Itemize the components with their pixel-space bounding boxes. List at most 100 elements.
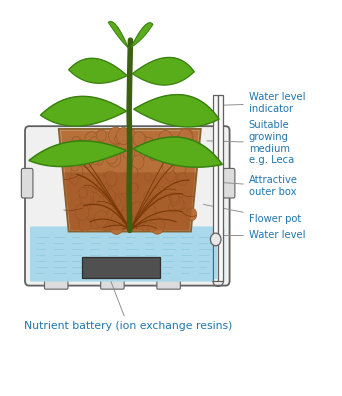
- Circle shape: [79, 187, 93, 204]
- Circle shape: [140, 208, 148, 217]
- Circle shape: [156, 150, 163, 159]
- Circle shape: [115, 134, 122, 143]
- Circle shape: [187, 150, 195, 159]
- Circle shape: [101, 217, 112, 231]
- Bar: [218, 95, 223, 281]
- Circle shape: [141, 136, 148, 145]
- Circle shape: [144, 192, 151, 200]
- Text: Water level
indicator: Water level indicator: [223, 93, 305, 114]
- Polygon shape: [131, 23, 153, 47]
- Circle shape: [103, 189, 116, 204]
- Circle shape: [105, 171, 117, 186]
- Circle shape: [173, 147, 185, 161]
- Circle shape: [210, 233, 221, 246]
- Bar: [214, 240, 218, 279]
- Circle shape: [127, 129, 135, 139]
- Circle shape: [165, 169, 176, 181]
- Circle shape: [73, 139, 84, 152]
- Circle shape: [106, 209, 120, 225]
- Circle shape: [71, 164, 83, 179]
- Polygon shape: [41, 96, 127, 126]
- Polygon shape: [134, 95, 219, 127]
- Circle shape: [163, 143, 176, 159]
- Circle shape: [105, 150, 117, 164]
- Circle shape: [173, 160, 186, 175]
- Circle shape: [154, 186, 166, 200]
- Circle shape: [80, 200, 90, 212]
- Bar: [213, 95, 218, 281]
- Circle shape: [169, 159, 180, 172]
- FancyBboxPatch shape: [30, 227, 224, 282]
- Circle shape: [91, 154, 100, 164]
- FancyBboxPatch shape: [101, 278, 124, 289]
- Circle shape: [150, 217, 165, 234]
- Circle shape: [145, 173, 152, 181]
- FancyBboxPatch shape: [44, 278, 68, 289]
- Circle shape: [79, 218, 91, 232]
- Circle shape: [91, 218, 100, 229]
- Circle shape: [132, 183, 139, 191]
- Circle shape: [112, 194, 126, 210]
- Circle shape: [89, 137, 100, 150]
- Circle shape: [165, 137, 174, 148]
- FancyBboxPatch shape: [25, 126, 229, 286]
- Circle shape: [118, 193, 130, 207]
- FancyBboxPatch shape: [157, 278, 180, 289]
- Circle shape: [95, 155, 103, 165]
- Circle shape: [96, 129, 106, 141]
- Polygon shape: [63, 172, 197, 230]
- Circle shape: [123, 148, 131, 158]
- Circle shape: [109, 218, 123, 234]
- Circle shape: [146, 192, 157, 204]
- Circle shape: [72, 136, 80, 147]
- Circle shape: [152, 188, 161, 199]
- Circle shape: [131, 168, 137, 176]
- Circle shape: [132, 155, 144, 169]
- Circle shape: [162, 159, 174, 173]
- Circle shape: [111, 212, 123, 225]
- Polygon shape: [108, 21, 129, 48]
- Circle shape: [129, 183, 138, 193]
- Circle shape: [111, 130, 123, 145]
- Circle shape: [131, 202, 145, 219]
- Circle shape: [176, 162, 185, 173]
- Circle shape: [71, 162, 79, 171]
- Circle shape: [149, 150, 157, 160]
- Circle shape: [180, 128, 193, 144]
- Circle shape: [127, 167, 138, 179]
- Circle shape: [103, 211, 115, 226]
- Circle shape: [171, 193, 179, 202]
- Circle shape: [109, 194, 120, 208]
- Circle shape: [79, 188, 88, 198]
- Polygon shape: [133, 137, 222, 167]
- Circle shape: [135, 211, 146, 225]
- FancyBboxPatch shape: [21, 168, 33, 198]
- Circle shape: [177, 200, 185, 209]
- Circle shape: [177, 173, 187, 185]
- Polygon shape: [61, 131, 198, 230]
- Circle shape: [179, 129, 192, 146]
- Circle shape: [95, 215, 104, 226]
- Circle shape: [167, 142, 174, 150]
- Circle shape: [84, 194, 93, 206]
- Circle shape: [172, 196, 184, 210]
- Circle shape: [103, 171, 117, 188]
- FancyBboxPatch shape: [223, 168, 235, 198]
- Circle shape: [148, 223, 156, 232]
- Circle shape: [144, 204, 156, 218]
- Circle shape: [163, 138, 173, 149]
- Circle shape: [75, 204, 89, 221]
- Circle shape: [66, 143, 79, 158]
- Circle shape: [168, 203, 176, 212]
- Circle shape: [186, 208, 197, 221]
- Circle shape: [142, 137, 155, 153]
- Circle shape: [109, 127, 123, 144]
- Circle shape: [172, 150, 184, 165]
- Circle shape: [170, 194, 180, 206]
- Text: Attractive
outer box: Attractive outer box: [220, 175, 298, 197]
- Circle shape: [86, 147, 93, 156]
- Bar: [82, 257, 159, 278]
- Circle shape: [133, 132, 145, 146]
- Polygon shape: [29, 141, 127, 167]
- Polygon shape: [132, 57, 194, 85]
